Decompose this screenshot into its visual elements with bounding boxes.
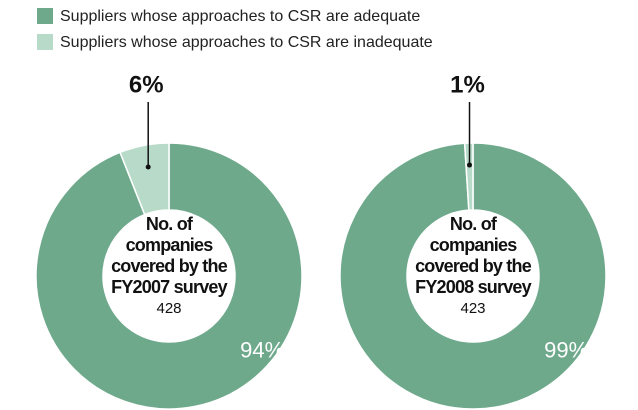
donut-slice [119, 142, 170, 216]
donut-hole [104, 211, 234, 341]
value-label: 6% [129, 71, 164, 98]
legend-swatch [37, 8, 53, 24]
center-count: 423 [460, 300, 486, 317]
legend-label: Suppliers whose approaches to CSR are ad… [60, 8, 420, 25]
legend-swatch [37, 34, 53, 50]
center-title: No. of companies covered by the FY2007 s… [111, 214, 228, 297]
donut-hole [408, 211, 538, 341]
leader-dot [467, 162, 473, 168]
donut-slice [463, 142, 474, 211]
donut-slice [35, 142, 303, 410]
donut-slice [339, 142, 607, 410]
legend-label: Suppliers whose approaches to CSR are in… [60, 34, 433, 51]
value-label: 1% [450, 71, 485, 98]
center-count: 428 [156, 300, 182, 317]
center-title: No. of companies covered by the FY2008 s… [415, 214, 532, 297]
value-label: 94% [240, 337, 284, 362]
value-label: 99% [544, 337, 588, 362]
leader-dot [145, 164, 151, 170]
